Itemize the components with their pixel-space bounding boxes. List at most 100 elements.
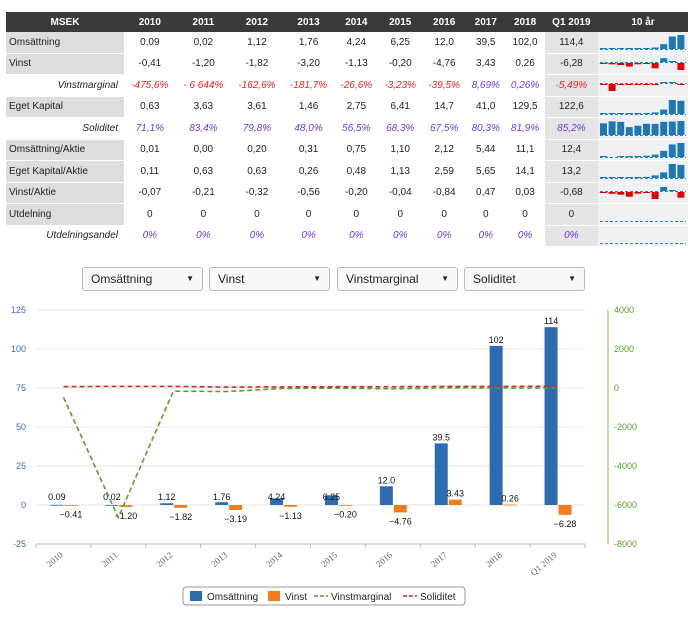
sparkline-bar — [600, 48, 607, 50]
sparkline-bar — [651, 47, 659, 50]
legend-swatch — [268, 591, 280, 601]
sparkline-bar — [651, 84, 659, 86]
sparkline-bar — [634, 155, 642, 157]
table-cell: 3,43 — [466, 53, 506, 75]
bar-omsattning — [270, 498, 284, 505]
y-right-tick-label: -8000 — [614, 539, 637, 549]
series-select-3[interactable]: Vinstmarginal ▼ — [337, 267, 458, 291]
series-select-label: Vinst — [218, 272, 245, 286]
table-cell: 0 — [334, 203, 379, 226]
data-label-omsattning: 12.0 — [378, 475, 396, 485]
sparkline-bar — [643, 48, 650, 50]
legend-label: Omsättning — [207, 592, 258, 603]
x-tick-label: 2015 — [319, 550, 340, 570]
y-left-tick-label: -25 — [13, 539, 26, 549]
sparkline-bar — [625, 155, 633, 157]
table-cell: 5,44 — [466, 139, 506, 161]
sparkline-cell — [598, 225, 688, 247]
table-cell: -475,6% — [124, 74, 176, 97]
table-cell: 0,63 — [231, 160, 283, 183]
header-cell: 2017 — [466, 12, 506, 32]
sparkline-cell — [598, 139, 688, 161]
table-cell: 79,8% — [231, 117, 283, 140]
table-cell: -162,6% — [231, 74, 283, 97]
table-cell: -0,68 — [544, 182, 598, 204]
table-cell: 85,2% — [544, 117, 598, 140]
series-select-4[interactable]: Soliditet ▼ — [464, 267, 585, 291]
table-cell: 2,59 — [422, 160, 467, 183]
y-right-tick-label: -2000 — [614, 422, 637, 432]
row-label: Utdelningsandel — [6, 225, 124, 247]
legend-label: Vinst — [285, 592, 307, 603]
bar-omsattning — [434, 443, 448, 505]
header-cell: 2015 — [378, 12, 423, 32]
table-cell: 81,9% — [505, 117, 545, 140]
bar-omsattning — [324, 495, 338, 505]
table-cell: 0,03 — [505, 182, 545, 204]
header-cell: Q1 2019 — [544, 12, 598, 32]
header-cell: 2010 — [124, 12, 176, 32]
data-label-omsattning: 6.25 — [323, 492, 341, 502]
series-select-1[interactable]: Omsättning ▼ — [82, 267, 203, 291]
table-cell: 0,31 — [282, 139, 335, 161]
table-cell: -5,49% — [544, 74, 598, 97]
table-cell: 0 — [422, 203, 467, 226]
sparkline-bar — [600, 112, 607, 114]
sparkline-bar — [660, 44, 668, 50]
table-cell: -0,07 — [124, 182, 176, 204]
table-cell: 3,61 — [231, 96, 283, 118]
table-cell: 6,25 — [378, 32, 423, 54]
table-cell: 1,13 — [378, 160, 423, 183]
chevron-down-icon: ▼ — [568, 274, 576, 283]
table-cell: -0,84 — [422, 182, 467, 204]
table-cell: -6,28 — [544, 53, 598, 75]
sparkline-bar — [651, 191, 659, 199]
y-right-tick-label: -6000 — [614, 500, 637, 510]
data-label-omsattning: 0.02 — [103, 492, 121, 502]
x-tick-label: 2017 — [429, 550, 450, 570]
y-right-tick-label: 2000 — [614, 344, 634, 354]
sparkline-bar — [617, 191, 625, 195]
table-cell: 0,26 — [505, 53, 545, 75]
row-label: Omsättning/Aktie — [6, 139, 124, 161]
table-cell: 3,63 — [175, 96, 232, 118]
sparkline-bar — [660, 122, 668, 136]
table-cell: -0,56 — [282, 182, 335, 204]
table-cell: -1,82 — [231, 53, 283, 75]
table-cell: 41,0 — [466, 96, 506, 118]
row-label: Vinstmarginal — [6, 74, 124, 97]
table-cell: 0% — [231, 225, 283, 247]
sparkline-bar — [643, 112, 650, 114]
bar-omsattning — [379, 486, 393, 505]
y-left-tick-label: 50 — [16, 422, 26, 432]
y-right-tick-label: -4000 — [614, 461, 637, 471]
sparkline-bar — [625, 48, 633, 50]
table-row: Eget Kapital/Aktie 0,11 0,63 0,63 0,26 0,48 1,… — [6, 160, 688, 183]
sparkline-cell — [598, 203, 688, 226]
table-cell: 48,0% — [282, 117, 335, 140]
series-select-label: Vinstmarginal — [346, 272, 419, 286]
series-select-2[interactable]: Vinst ▼ — [209, 267, 330, 291]
sparkline-bar — [617, 62, 625, 65]
table-cell: 0% — [422, 225, 467, 247]
table-cell: -0,41 — [124, 53, 176, 75]
table-cell: -3,20 — [282, 53, 335, 75]
sparkline-bar — [625, 191, 633, 197]
data-label-omsattning: 1.76 — [213, 492, 231, 502]
data-label-vinst: −6.28 — [554, 519, 577, 529]
table-cell: 12,4 — [544, 139, 598, 161]
sparkline-cell — [598, 160, 688, 183]
data-label-vinst: −1.13 — [279, 511, 302, 521]
sparkline-bar — [643, 155, 650, 157]
table-cell: 0,11 — [124, 160, 176, 183]
sparkline-bar — [608, 112, 616, 114]
bar-vinst — [284, 505, 298, 507]
table-cell: 2,12 — [422, 139, 467, 161]
sparkline-bar — [608, 48, 616, 50]
sparkline-bar — [625, 177, 633, 179]
data-label-vinst: 0.26 — [501, 494, 519, 504]
bar-vinst — [338, 505, 352, 506]
table-cell: -0,32 — [231, 182, 283, 204]
row-label: Utdelning — [6, 203, 124, 226]
data-label-vinst: −1.82 — [169, 512, 192, 522]
